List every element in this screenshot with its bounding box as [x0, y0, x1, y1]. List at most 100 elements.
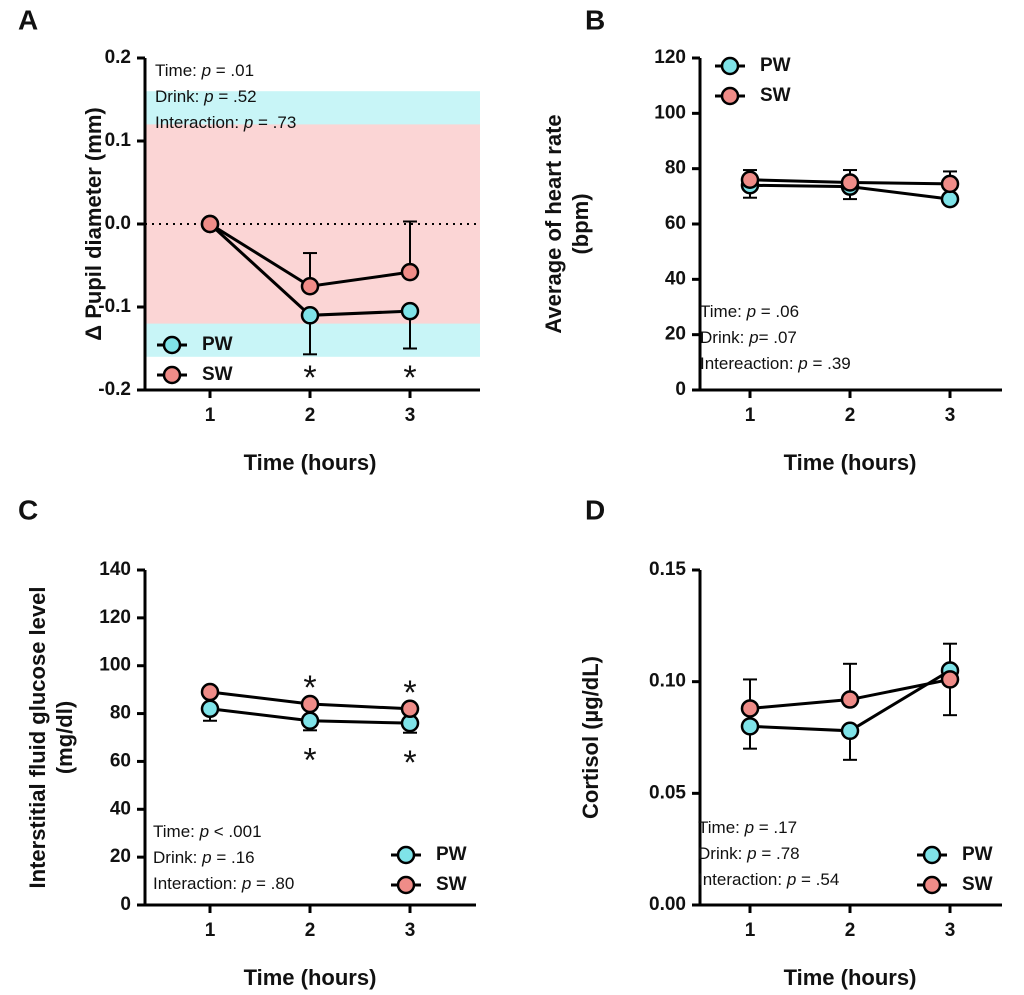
- legend-marker: [720, 56, 740, 76]
- x-axis-title: Time (hours): [784, 965, 917, 990]
- y-tick-label: 120: [99, 607, 131, 628]
- x-tick-label: 3: [405, 920, 416, 941]
- stat-value: < .001: [209, 822, 261, 841]
- panel-label: B: [585, 4, 605, 35]
- stat-symbol: p: [201, 61, 211, 80]
- y-tick-label: 0.2: [105, 47, 131, 68]
- x-tick-label: 2: [845, 920, 856, 941]
- data-point: [300, 277, 320, 296]
- x-tick-label: 2: [845, 405, 856, 426]
- y-axis-title: Cortisol (µg/dL): [578, 656, 603, 819]
- legend-marker: [922, 875, 942, 895]
- legend-label: PW: [962, 844, 993, 865]
- y-tick-label: 80: [110, 703, 131, 724]
- y-tick-label: 0.00: [649, 894, 686, 915]
- significance-mark: *: [303, 359, 316, 397]
- y-tick-label: 0: [675, 379, 686, 400]
- stat-symbol: p: [241, 874, 251, 893]
- stat-label: Drink:: [700, 328, 749, 347]
- legend-marker: [162, 365, 182, 385]
- legend-label: SW: [202, 364, 233, 385]
- stat-value: = .52: [214, 87, 257, 106]
- data-point: [840, 173, 860, 192]
- data-point: [940, 189, 960, 209]
- x-tick-label: 2: [305, 405, 316, 426]
- stat-annotation: Drink: p = .16: [153, 848, 255, 867]
- stat-label: Drink:: [153, 848, 202, 867]
- data-point: [840, 721, 860, 741]
- significance-mark: *: [403, 674, 416, 712]
- y-axis-title: Interstitial fluid glucose level: [25, 587, 50, 889]
- stat-symbol: p: [744, 818, 754, 837]
- stat-symbol: p: [199, 822, 209, 841]
- y-axis-title: (bpm): [568, 193, 593, 254]
- x-axis-title: Time (hours): [244, 450, 377, 475]
- stat-value: = .16: [212, 848, 255, 867]
- y-tick-label: 0.05: [649, 782, 686, 803]
- stat-symbol: p: [201, 848, 211, 867]
- x-tick-label: 2: [305, 920, 316, 941]
- data-point: [300, 694, 320, 714]
- legend-marker: [396, 875, 416, 895]
- data-point: [740, 170, 760, 189]
- stat-value: = .17: [754, 818, 797, 837]
- stat-annotation: Time: p = .06: [700, 302, 799, 321]
- stat-annotation: Time: p = .17: [698, 818, 797, 837]
- x-tick-label: 1: [745, 405, 756, 426]
- y-tick-label: 0.0: [105, 213, 131, 234]
- stat-symbol: p: [786, 870, 796, 889]
- data-point: [200, 699, 220, 719]
- significance-mark: *: [303, 742, 316, 780]
- stat-label: Interaction:: [698, 870, 787, 889]
- stat-annotation: Drink: p = .78: [698, 844, 800, 863]
- stat-label: Drink:: [698, 844, 747, 863]
- data-point: [200, 682, 220, 702]
- x-tick-label: 3: [945, 920, 956, 941]
- stat-annotation: Time: p < .001: [153, 822, 262, 841]
- legend-label: PW: [760, 55, 791, 76]
- stat-annotation: Interaction: p = .73: [155, 113, 296, 132]
- y-tick-label: 80: [665, 158, 686, 179]
- y-tick-label: 0.15: [649, 559, 686, 580]
- y-tick-label: 60: [665, 213, 686, 234]
- legend-label: SW: [760, 85, 791, 106]
- y-tick-label: 120: [654, 47, 686, 68]
- stat-label: Interaction:: [153, 874, 242, 893]
- significance-mark: *: [403, 744, 416, 782]
- legend-marker: [922, 845, 942, 865]
- panel-label: A: [18, 4, 38, 35]
- stat-label: Intereaction:: [700, 354, 798, 373]
- panel-label: D: [585, 494, 605, 525]
- stat-annotation: Time: p = .01: [155, 61, 254, 80]
- y-tick-label: 40: [110, 798, 131, 819]
- stat-label: Time:: [700, 302, 747, 321]
- x-tick-label: 3: [945, 405, 956, 426]
- stat-value: = .80: [251, 874, 294, 893]
- stat-value: = .07: [759, 328, 797, 347]
- panel: C 0 20 40 60 80 100 120 140 1 2 3 Time (hours) Inters…: [18, 494, 476, 990]
- stat-value: = .54: [796, 870, 839, 889]
- panel: B 0 20 40 60 80 100 120 1 2 3 Time (hours) Average o…: [541, 4, 1002, 475]
- data-point: [740, 717, 760, 736]
- legend-label: SW: [436, 874, 467, 895]
- x-axis-title: Time (hours): [244, 965, 377, 990]
- y-axis-title: (mg/dl): [52, 701, 77, 774]
- stat-symbol: p: [748, 328, 758, 347]
- data-point: [940, 174, 960, 194]
- y-tick-label: 60: [110, 750, 131, 771]
- stat-symbol: p: [746, 302, 756, 321]
- legend-marker: [396, 845, 416, 865]
- y-axis-title: Average of heart rate: [541, 114, 566, 333]
- legend-label: PW: [202, 334, 233, 355]
- panel: D 0.00 0.05 0.10 0.15 1 2 3 Time (hours) Cortisol…: [578, 494, 1002, 990]
- legend-marker: [720, 86, 740, 106]
- y-tick-label: 20: [665, 324, 686, 345]
- stat-annotation: Interaction: p = .80: [153, 874, 294, 893]
- y-tick-label: 100: [99, 655, 131, 676]
- panel-label: C: [18, 494, 38, 525]
- y-tick-label: 20: [110, 846, 131, 867]
- x-tick-label: 1: [205, 405, 216, 426]
- stat-label: Drink:: [155, 87, 204, 106]
- data-point: [300, 711, 320, 730]
- y-tick-label: 100: [654, 102, 686, 123]
